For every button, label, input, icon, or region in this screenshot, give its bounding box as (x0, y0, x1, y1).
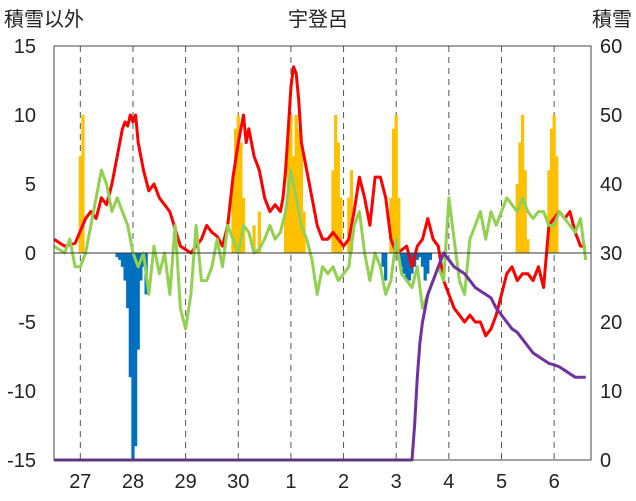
x-tick-label: 29 (174, 471, 196, 493)
orange-bars-bar (284, 211, 288, 253)
blue-bars-bar (120, 253, 125, 267)
x-tick-label: 2 (338, 471, 349, 493)
x-tick-label: 4 (443, 471, 454, 493)
orange-bars-bar (555, 156, 559, 253)
x-tick-label: 1 (285, 471, 296, 493)
x-tick-label: 5 (496, 471, 507, 493)
orange-bars-bar (397, 197, 401, 253)
orange-bars-bar (252, 225, 256, 253)
line-series (53, 65, 588, 462)
x-tick-label: 28 (122, 471, 144, 493)
orange-bars-bar (547, 170, 551, 253)
orange-bars-bar (81, 115, 85, 253)
orange-bars-bar (231, 184, 235, 253)
orange-bars-bar (347, 197, 351, 253)
blue-bars-bar (128, 253, 132, 378)
orange-bars-bar (78, 156, 82, 253)
blue-bars-bar (420, 253, 425, 267)
orange-bars-bar (391, 128, 396, 253)
x-tick-label: 3 (391, 471, 402, 493)
orange-bars-bar (515, 184, 519, 253)
blue-bars-bar (402, 253, 406, 274)
orange-bars-bar (349, 170, 354, 253)
y-right-tick-label: 20 (600, 312, 622, 334)
blue-bars-bar (426, 253, 430, 274)
x-tick-label: 6 (549, 471, 560, 493)
blue-bars-bar (423, 253, 427, 281)
orange-bars-bar (394, 115, 398, 253)
red-line-series (53, 65, 586, 338)
purple-line-series (54, 251, 586, 462)
orange-bars-bar (389, 197, 393, 253)
right-axis-title: 積雪 (592, 8, 632, 31)
orange-bars-bar (552, 115, 556, 253)
y-left-tick-label: 0 (25, 243, 36, 265)
y-left-tick-label: 10 (14, 105, 36, 127)
blue-bars-bar (418, 253, 422, 258)
y-right-tick-label: 0 (600, 450, 611, 472)
x-tick-label: 27 (69, 471, 91, 493)
orange-bars-bar (520, 115, 525, 253)
orange-bars-bar (257, 211, 261, 253)
blue-bars-bar (381, 253, 385, 267)
blue-bars-bar (136, 253, 140, 350)
y-left-tick-label: -5 (18, 312, 36, 334)
orange-bars-bar (339, 197, 343, 253)
orange-bars-bar (523, 170, 527, 253)
orange-bars-bar (239, 142, 243, 253)
blue-bars-bar (405, 253, 409, 281)
y-right-tick-label: 50 (600, 105, 622, 127)
blue-bars-bar (399, 253, 404, 267)
orange-bars-bar (297, 128, 301, 253)
y-right-tick-label: 10 (600, 381, 622, 403)
blue-bars-bar (131, 253, 135, 460)
orange-bars-bar (236, 115, 240, 253)
blue-bars-bar (428, 253, 433, 260)
y-left-tick-label: 5 (25, 174, 36, 196)
y-left-tick-label: -15 (7, 450, 36, 472)
orange-bars-bar (299, 142, 304, 253)
y-right-tick-label: 30 (600, 243, 622, 265)
blue-bars-bar (115, 253, 119, 258)
chart-title: 宇登呂 (288, 8, 348, 31)
blue-bars-bar (139, 253, 143, 281)
blue-bars-bar (384, 253, 388, 281)
orange-bars-bar (549, 128, 554, 253)
orange-bars-bar (334, 115, 338, 253)
blue-bars-bar (126, 253, 130, 309)
orange-bars-bar (291, 156, 296, 253)
y-left-tick-label: -10 (7, 381, 36, 403)
blue-bars-bar (407, 253, 411, 281)
x-tick-label: 30 (227, 471, 249, 493)
left-axis-title: 積雪以外 (4, 8, 84, 31)
y-left-tick-label: 15 (14, 36, 36, 58)
orange-bars-bar (336, 142, 340, 253)
orange-bars-bar (526, 239, 530, 253)
blue-bars-bar (133, 253, 138, 447)
orange-bars-bar (331, 170, 335, 253)
orange-bars-bar (518, 142, 522, 253)
blue-bars-bar (123, 253, 127, 281)
y-right-tick-label: 40 (600, 174, 622, 196)
plot-frame (53, 45, 592, 461)
blue-bars-bar (118, 253, 122, 260)
green-line-series (53, 168, 588, 331)
blue-bars-bar (415, 253, 419, 260)
orange-bars-bar (294, 115, 298, 253)
orange-bars-bar (289, 115, 293, 253)
orange-bars-bar (234, 128, 238, 253)
y-right-tick-label: 60 (600, 36, 622, 58)
